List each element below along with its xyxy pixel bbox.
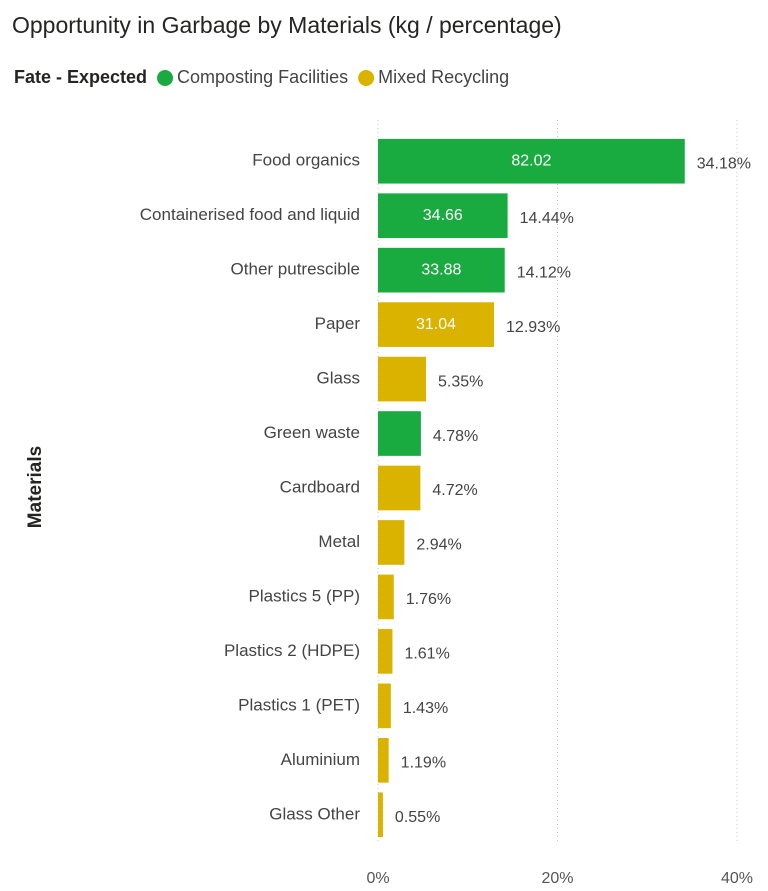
kg-label: 34.66 bbox=[423, 207, 463, 224]
bar bbox=[378, 683, 391, 729]
y-tick-label: Aluminium bbox=[281, 750, 360, 769]
legend-swatch bbox=[157, 70, 174, 86]
x-tick-label: 0% bbox=[366, 870, 389, 887]
y-tick-label: Other putrescible bbox=[231, 260, 360, 279]
data-label: 34.18% bbox=[697, 155, 751, 172]
y-tick-label: Cardboard bbox=[280, 477, 360, 496]
bar bbox=[378, 302, 495, 347]
legend-label: Composting Facilities bbox=[177, 67, 348, 87]
y-tick-label: Green waste bbox=[264, 423, 360, 442]
y-axis-title: Materials bbox=[25, 446, 46, 528]
bar bbox=[378, 520, 405, 565]
y-tick-label: Paper bbox=[315, 314, 361, 333]
bar bbox=[378, 247, 505, 293]
y-tick-label: Plastics 1 (PET) bbox=[238, 695, 360, 714]
x-tick-label: 40% bbox=[721, 870, 753, 887]
data-label: 12.93% bbox=[506, 319, 560, 336]
data-label: 4.78% bbox=[433, 428, 478, 445]
data-label: 14.44% bbox=[520, 210, 574, 227]
y-tick-label: Plastics 2 (HDPE) bbox=[224, 641, 360, 660]
bar bbox=[378, 138, 685, 184]
data-label: 1.43% bbox=[403, 700, 448, 717]
bar bbox=[378, 792, 383, 838]
kg-label: 33.88 bbox=[421, 261, 461, 278]
bar bbox=[378, 465, 421, 511]
data-label: 0.55% bbox=[395, 809, 440, 826]
data-label: 4.72% bbox=[432, 482, 477, 499]
legend-swatch bbox=[358, 70, 375, 86]
y-tick-label: Glass bbox=[317, 369, 360, 388]
bar bbox=[378, 629, 393, 674]
y-tick-label: Food organics bbox=[252, 151, 360, 170]
bar bbox=[378, 574, 394, 620]
y-tick-label: Metal bbox=[318, 532, 360, 551]
legend-title: Fate - Expected bbox=[14, 67, 147, 87]
legend: Fate - Expected Composting Facilities Mix… bbox=[14, 67, 509, 87]
bar bbox=[378, 737, 389, 783]
chart-title: Opportunity in Garbage by Materials (kg … bbox=[12, 12, 562, 38]
y-tick-label: Plastics 5 (PP) bbox=[249, 586, 360, 605]
data-label: 2.94% bbox=[416, 537, 461, 554]
bar bbox=[378, 193, 508, 239]
data-label: 5.35% bbox=[438, 373, 483, 390]
kg-label: 31.04 bbox=[416, 316, 456, 333]
legend-label: Mixed Recycling bbox=[378, 67, 509, 87]
bar bbox=[378, 356, 427, 402]
y-tick-label: Containerised food and liquid bbox=[140, 205, 360, 224]
kg-label: 82.02 bbox=[511, 152, 551, 169]
data-label: 1.76% bbox=[406, 591, 451, 608]
data-label: 1.19% bbox=[401, 755, 446, 772]
y-tick-label: Glass Other bbox=[269, 804, 360, 823]
x-tick-label: 20% bbox=[541, 870, 573, 887]
bar bbox=[378, 411, 421, 456]
data-label: 1.61% bbox=[404, 646, 449, 663]
data-label: 14.12% bbox=[517, 264, 571, 281]
